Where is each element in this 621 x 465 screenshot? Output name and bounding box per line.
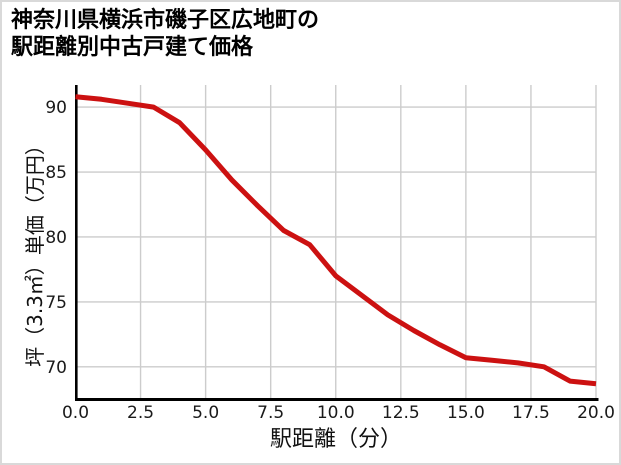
x-tick-label-7.5: 7.5 — [257, 403, 285, 423]
x-tick-label-20.0: 20.0 — [577, 403, 615, 423]
gridlines — [76, 85, 597, 398]
y-tick-label-90: 90 — [45, 98, 67, 119]
x-tick-label-5.0: 5.0 — [192, 403, 220, 423]
chart-title-line1: 神奈川県横浜市磯子区広地町の — [11, 8, 320, 33]
x-tick-label-2.5: 2.5 — [127, 403, 155, 423]
y-tick-label-80: 80 — [45, 227, 67, 248]
y-axis-label: 坪（3.3㎡）単価（万円） — [23, 135, 47, 367]
chart-title: 神奈川県横浜市磯子区広地町の 駅距離別中古戸建て価格 — [11, 7, 319, 61]
x-tick-label-12.5: 12.5 — [381, 403, 420, 423]
y-tick-label-75: 75 — [45, 292, 67, 313]
x-axis-ticks: 0.0 2.5 5.0 7.5 10.0 12.5 15.0 17.5 20.0 — [0, 403, 621, 425]
price-line-series — [75, 94, 597, 387]
y-tick-label-85: 85 — [45, 163, 67, 184]
x-axis-label: 駅距離（分） — [269, 427, 402, 452]
y-tick-label-70: 70 — [45, 357, 67, 378]
x-tick-label-17.5: 17.5 — [512, 403, 550, 423]
axes — [75, 85, 599, 401]
chart-title-line2: 駅距離別中古戸建て価格 — [11, 35, 254, 60]
price-line — [75, 94, 597, 387]
x-tick-label-0.0: 0.0 — [61, 403, 90, 423]
x-tick-label-10.0: 10.0 — [316, 403, 355, 423]
y-axis-ticks: 70 75 80 85 90 — [0, 0, 70, 465]
x-tick-label-15.0: 15.0 — [446, 403, 485, 423]
